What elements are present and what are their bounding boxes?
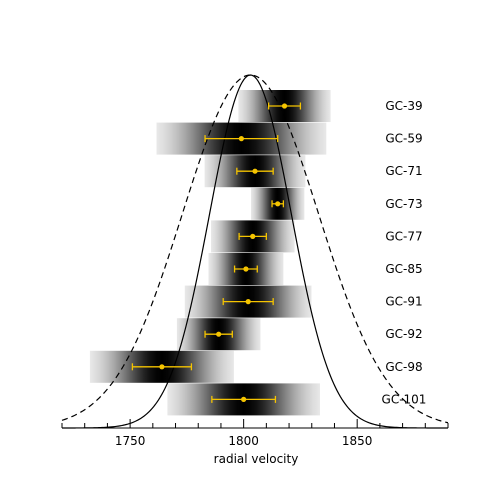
label-gc-98: GC-98 [385,360,422,374]
marker-gc-85 [233,265,258,273]
data-point [250,233,256,239]
marker-gc-91 [222,298,274,306]
marker-gc-73 [271,200,285,208]
label-gc-59: GC-59 [385,132,422,146]
data-point [238,136,244,142]
marker-gc-71 [236,167,274,175]
data-point [216,331,222,337]
tick-label-1750: 1750 [115,434,146,448]
marker-gc-59 [204,135,279,143]
data-point [275,201,281,207]
label-gc-77: GC-77 [385,229,422,243]
dashed-curve [61,74,449,424]
label-gc-73: GC-73 [385,197,422,211]
marker-gc-39 [267,102,302,110]
cluster-markers [131,102,302,403]
data-point [252,168,258,174]
distribution-curves [61,74,449,429]
data-point [241,396,247,402]
data-point [159,364,165,370]
label-gc-91: GC-91 [385,295,422,309]
label-gc-85: GC-85 [385,262,422,276]
cluster-labels: GC-39 GC-59 GC-71 GC-73 GC-77 GC-85 GC-91 GC-92… [382,99,427,406]
label-gc-101: GC-101 [382,392,427,406]
marker-gc-101 [211,395,277,403]
label-gc-39: GC-39 [385,99,422,113]
marker-gc-77 [238,232,268,240]
label-gc-71: GC-71 [385,164,422,178]
data-point [243,266,249,272]
solid-curve [62,74,448,429]
data-point [245,299,251,305]
marker-gc-92 [204,330,233,338]
tick-label-1850: 1850 [342,434,373,448]
data-point [281,103,288,109]
x-axis: 1750 1800 1850 [61,419,449,448]
tick-label-1800: 1800 [228,434,259,448]
label-gc-92: GC-92 [385,327,422,341]
marker-gc-98 [131,363,193,371]
x-axis-label: radial velocity [214,452,299,466]
